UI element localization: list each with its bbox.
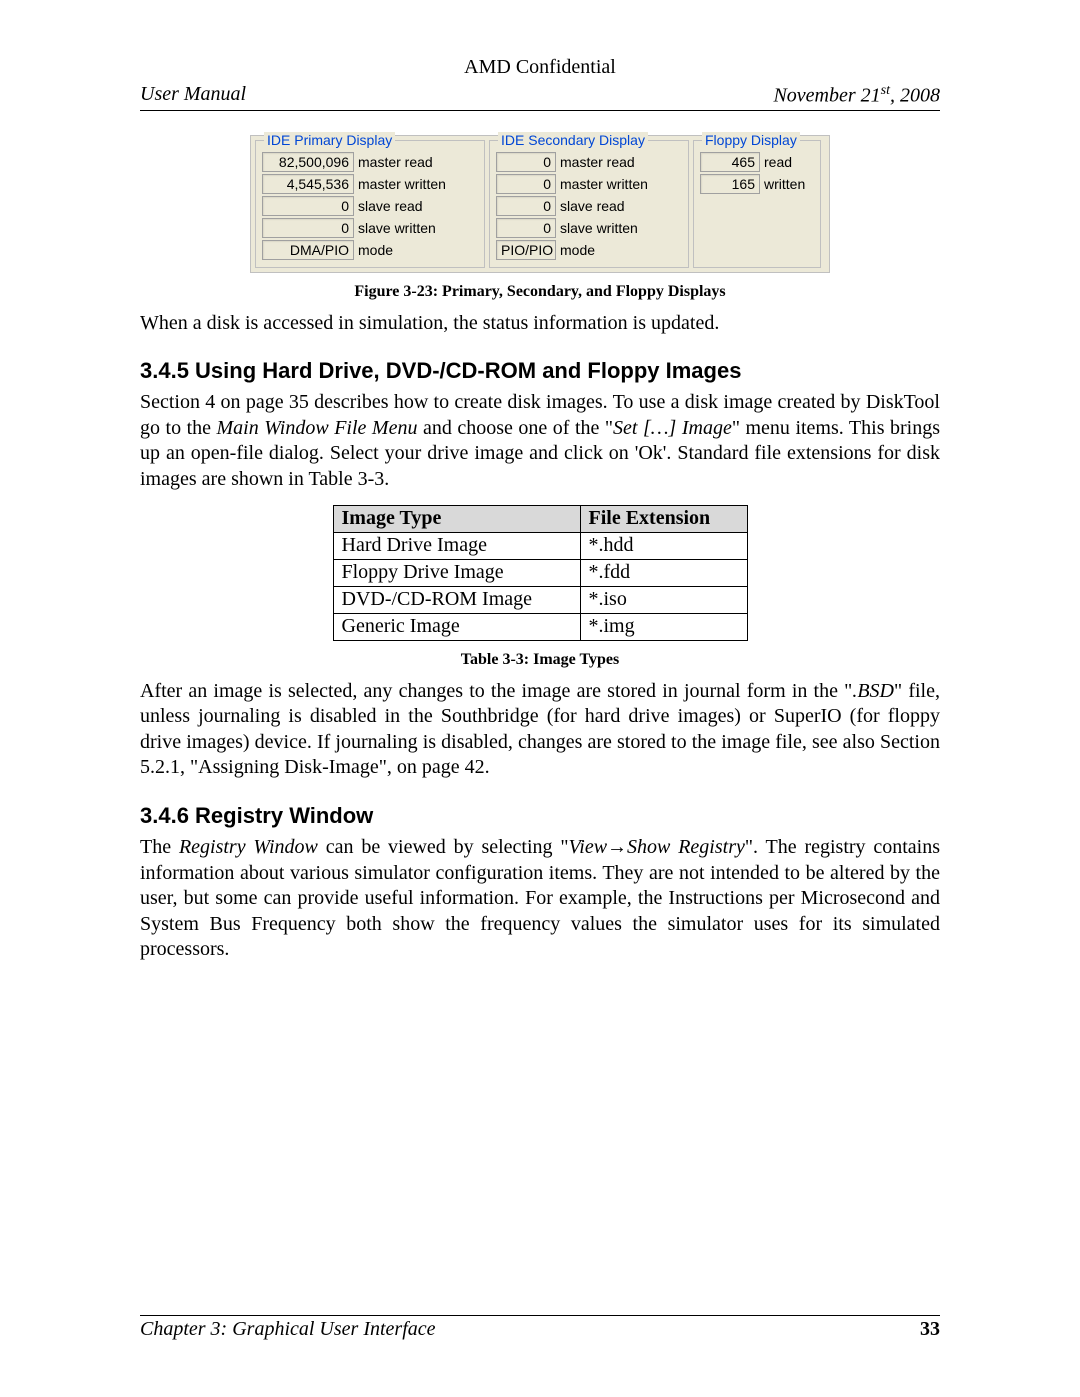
- header-row: User Manual November 21st, 2008: [140, 83, 940, 111]
- table-cell: *.img: [580, 613, 747, 640]
- value-label: written: [760, 176, 805, 192]
- table-header-cell: Image Type: [333, 505, 580, 532]
- text-run-italic: Main Window File Menu: [217, 417, 418, 439]
- display-panels: IDE Primary Display 82,500,096master rea…: [250, 135, 830, 273]
- ide-primary-legend: IDE Primary Display: [264, 132, 395, 148]
- table-row: Hard Drive Image*.hdd: [333, 532, 747, 559]
- table-cell: DVD-/CD-ROM Image: [333, 586, 580, 613]
- panel-row: 82,500,096master read: [262, 151, 478, 173]
- text-run-italic: Set […] Image: [613, 417, 732, 439]
- footer-chapter: Chapter 3: Graphical User Interface: [140, 1318, 436, 1341]
- floppy-legend: Floppy Display: [702, 132, 800, 148]
- value-label: slave read: [354, 198, 423, 214]
- panel-row: 465read: [700, 151, 814, 173]
- page-footer: Chapter 3: Graphical User Interface 33: [140, 1315, 940, 1341]
- table-cell: Hard Drive Image: [333, 532, 580, 559]
- section-346-heading: 3.4.6 Registry Window: [140, 803, 940, 829]
- value-label: read: [760, 154, 792, 170]
- ide-secondary-legend: IDE Secondary Display: [498, 132, 648, 148]
- value-label: master read: [556, 154, 635, 170]
- value-label: master written: [556, 176, 648, 192]
- panel-row: 0master written: [496, 173, 682, 195]
- panel-row: 0slave written: [262, 217, 478, 239]
- panel-row: 0slave read: [262, 195, 478, 217]
- value-label: mode: [556, 242, 595, 258]
- table-row: DVD-/CD-ROM Image*.iso: [333, 586, 747, 613]
- value-label: master read: [354, 154, 433, 170]
- value-label: mode: [354, 242, 393, 258]
- text-run: The: [140, 836, 179, 858]
- ide-secondary-panel: IDE Secondary Display 0master read 0mast…: [489, 140, 689, 268]
- panel-row: 0slave written: [496, 217, 682, 239]
- text-run: can be viewed by selecting ": [318, 836, 569, 858]
- table-cell: *.fdd: [580, 559, 747, 586]
- value-box: 165: [700, 174, 760, 194]
- section-345-paragraph: Section 4 on page 35 describes how to cr…: [140, 390, 940, 492]
- value-box: 0: [496, 218, 556, 238]
- ide-primary-panel: IDE Primary Display 82,500,096master rea…: [255, 140, 485, 268]
- table-cell: Floppy Drive Image: [333, 559, 580, 586]
- text-run-italic: .BSD: [852, 680, 894, 702]
- value-box: 0: [262, 218, 354, 238]
- floppy-panel: Floppy Display 465read 165written: [693, 140, 821, 268]
- value-box: 82,500,096: [262, 152, 354, 172]
- page: AMD Confidential User Manual November 21…: [0, 0, 1080, 1397]
- text-run: and choose one of the ": [417, 417, 613, 439]
- table-row: Generic Image*.img: [333, 613, 747, 640]
- after-table-paragraph: After an image is selected, any changes …: [140, 679, 940, 781]
- image-types-table: Image Type File Extension Hard Drive Ima…: [333, 505, 748, 641]
- header-date-suffix: , 2008: [890, 85, 940, 107]
- section-346-paragraph: The Registry Window can be viewed by sel…: [140, 835, 940, 963]
- table-header-cell: File Extension: [580, 505, 747, 532]
- footer-pagenum: 33: [920, 1318, 940, 1341]
- value-label: master written: [354, 176, 446, 192]
- table-row: Floppy Drive Image*.fdd: [333, 559, 747, 586]
- panel-row: 0master read: [496, 151, 682, 173]
- panel-row: 0slave read: [496, 195, 682, 217]
- table-caption: Table 3-3: Image Types: [140, 651, 940, 669]
- value-label: slave written: [556, 220, 638, 236]
- section-345-heading: 3.4.5 Using Hard Drive, DVD-/CD-ROM and …: [140, 358, 940, 384]
- text-run-italic: Registry Window: [179, 836, 318, 858]
- table-cell: *.iso: [580, 586, 747, 613]
- header-confidential: AMD Confidential: [140, 56, 940, 79]
- value-label: slave written: [354, 220, 436, 236]
- value-box: 0: [496, 152, 556, 172]
- value-label: slave read: [556, 198, 625, 214]
- figure-caption: Figure 3-23: Primary, Secondary, and Flo…: [140, 283, 940, 301]
- intro-paragraph: When a disk is accessed in simulation, t…: [140, 311, 940, 337]
- text-run: After an image is selected, any changes …: [140, 680, 852, 702]
- value-box: 0: [496, 196, 556, 216]
- panel-row: 4,545,536master written: [262, 173, 478, 195]
- header-date-prefix: November 21: [773, 85, 880, 107]
- value-box: PIO/PIO: [496, 240, 556, 260]
- text-run-italic: View→Show Registry: [569, 836, 745, 858]
- value-box: DMA/PIO: [262, 240, 354, 260]
- header-left: User Manual: [140, 83, 246, 108]
- value-box: 0: [496, 174, 556, 194]
- header-date-sup: st: [881, 83, 890, 98]
- panel-row: 165written: [700, 173, 814, 195]
- value-box: 4,545,536: [262, 174, 354, 194]
- header-right: November 21st, 2008: [773, 83, 940, 108]
- panel-row: DMA/PIOmode: [262, 239, 478, 261]
- table-cell: Generic Image: [333, 613, 580, 640]
- panel-row: PIO/PIOmode: [496, 239, 682, 261]
- table-header-row: Image Type File Extension: [333, 505, 747, 532]
- value-box: 465: [700, 152, 760, 172]
- value-box: 0: [262, 196, 354, 216]
- table-cell: *.hdd: [580, 532, 747, 559]
